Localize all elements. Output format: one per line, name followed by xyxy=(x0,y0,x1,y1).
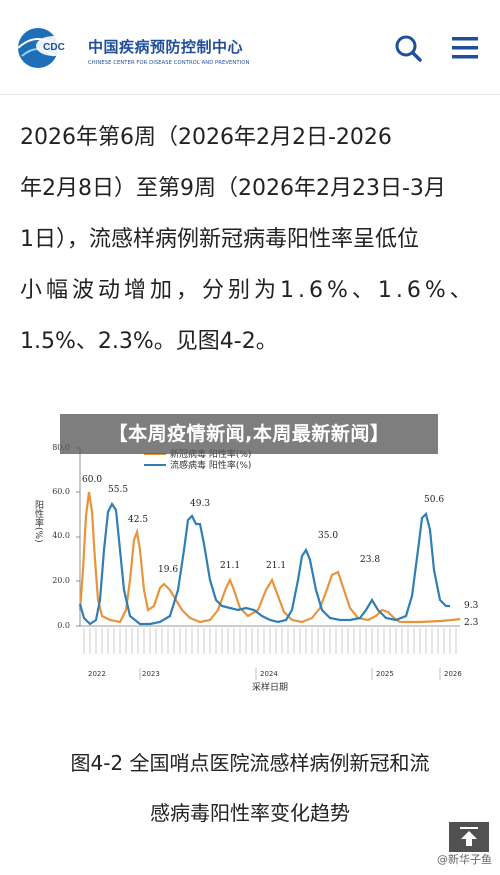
year-label: 2025 xyxy=(376,670,394,678)
year-label: 2024 xyxy=(260,670,278,678)
caption-line: 图4-2 全国哨点医院流感样病例新冠和流 xyxy=(70,751,430,775)
article-line: 1日），流感样病例新冠病毒阳性率呈低位 xyxy=(20,227,419,252)
site-header: CDC 中国疾病预防控制中心 CHINESE CENTER FOR DISEAS… xyxy=(0,0,500,95)
logo-badge-text: CDC xyxy=(43,42,65,53)
article-line: 小幅波动增加，分别为1.6%、1.6%、 xyxy=(20,278,476,303)
data-label: 50.6 xyxy=(424,495,444,505)
back-to-top-icon[interactable] xyxy=(449,822,489,852)
y-tick-label: 0.0 xyxy=(57,621,70,630)
caption-line: 感病毒阳性率变化趋势 xyxy=(150,801,350,825)
data-label: 21.1 xyxy=(220,561,240,571)
flu-positivity-line xyxy=(78,501,450,626)
y-tick-label: 20.0 xyxy=(52,576,70,585)
data-label: 21.1 xyxy=(266,561,286,571)
data-labels: 60.0 55.5 42.5 19.6 49.3 21.1 21.1 35.0 … xyxy=(82,475,479,628)
data-label: 2.3 xyxy=(464,618,479,628)
site-name-en: CHINESE CENTER FOR DISEASE CONTROL AND P… xyxy=(88,60,250,66)
data-label: 19.6 xyxy=(158,565,178,575)
data-label: 35.0 xyxy=(318,531,338,541)
y-axis-label: 阳性率(%) xyxy=(33,500,44,543)
figure-caption: 图4-2 全国哨点医院流感样病例新冠和流 感病毒阳性率变化趋势 xyxy=(20,738,480,838)
year-label: 2026 xyxy=(444,670,462,678)
year-label: 2023 xyxy=(142,670,160,678)
data-label: 60.0 xyxy=(82,475,102,485)
y-tick-label: 40.0 xyxy=(52,531,70,540)
year-label: 2022 xyxy=(88,670,106,678)
article-line: 年2月8日）至第9周（2026年2月23日-3月 xyxy=(20,176,446,201)
search-icon[interactable] xyxy=(392,32,424,64)
news-title-banner[interactable]: 【本周疫情新闻,本周最新新闻】 xyxy=(60,414,438,454)
y-axis: 0.0 20.0 40.0 60.0 80.0 阳性率(%) xyxy=(33,443,81,630)
data-label: 49.3 xyxy=(190,499,210,509)
data-label: 23.8 xyxy=(360,555,380,565)
data-label: 9.3 xyxy=(464,601,479,611)
cdc-logo-icon[interactable]: CDC xyxy=(12,26,76,70)
covid-positivity-line xyxy=(78,491,461,624)
data-label: 55.5 xyxy=(108,485,128,495)
article-line: 1.5%、2.3%。见图4-2。 xyxy=(20,329,278,354)
article-line: 2026年第6周（2026年2月2日-2026 xyxy=(20,125,392,150)
site-name[interactable]: 中国疾病预防控制中心 xyxy=(88,38,244,56)
positivity-rate-chart: 0.0 20.0 40.0 60.0 80.0 阳性率(%) 2022 2023… xyxy=(33,443,479,693)
watermark: @新华子鱼 xyxy=(437,853,492,866)
legend-label: 流感病毒 阳性率(%) xyxy=(170,459,251,471)
article-body: 2026年第6周（2026年2月2日-2026 年2月8日）至第9周（2026年… xyxy=(20,112,485,367)
x-tick-labels xyxy=(83,628,457,654)
x-axis-label: 采样日期 xyxy=(252,681,288,693)
year-labels: 2022 2023 2024 2025 2026 采样日期 xyxy=(88,668,462,693)
y-tick-label: 60.0 xyxy=(52,487,70,496)
menu-icon[interactable] xyxy=(449,32,481,64)
data-label: 42.5 xyxy=(128,515,148,525)
